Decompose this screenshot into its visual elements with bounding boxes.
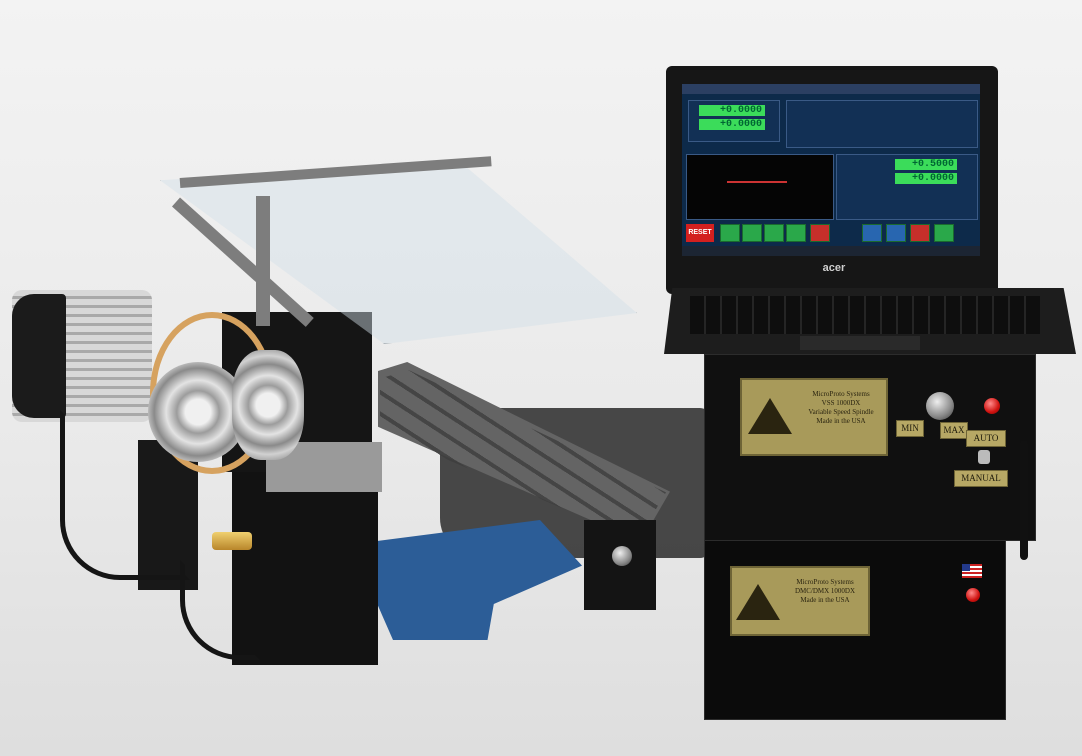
control-button-9[interactable] bbox=[934, 224, 954, 242]
laptop-screen: +0.0000 +0.0000 +0.5000 +0.0000 RESET bbox=[682, 84, 980, 256]
controller-cable bbox=[1020, 440, 1028, 560]
control-button-1[interactable] bbox=[720, 224, 740, 242]
plaque-line-4: Made in the USA bbox=[816, 417, 866, 425]
cnc-plaque: MicroProto Systems DMC/DMX 1000DX Made i… bbox=[730, 566, 870, 636]
auto-label: AUTO bbox=[966, 430, 1006, 447]
power-led bbox=[984, 398, 1000, 414]
control-button-3[interactable] bbox=[764, 224, 784, 242]
control-button-4[interactable] bbox=[786, 224, 806, 242]
cnc-power-led bbox=[966, 588, 980, 602]
control-button-5[interactable] bbox=[810, 224, 830, 242]
manual-label: MANUAL bbox=[954, 470, 1008, 487]
triangle-logo-icon bbox=[748, 398, 792, 434]
brass-fitting bbox=[212, 532, 252, 550]
control-button-2[interactable] bbox=[742, 224, 762, 242]
spindle-plaque-text: MicroProto Systems VSS 1000DX Variable S… bbox=[798, 390, 884, 426]
lower-cable bbox=[180, 560, 260, 660]
motor-cable bbox=[60, 410, 190, 580]
laptop-keys bbox=[690, 296, 1040, 334]
cnc-plaque-line-1: MicroProto Systems bbox=[796, 578, 854, 586]
motor-end-cap bbox=[12, 294, 66, 418]
plaque-line-1: MicroProto Systems bbox=[812, 390, 870, 398]
blue-base bbox=[372, 520, 582, 640]
spindle-plaque: MicroProto Systems VSS 1000DX Variable S… bbox=[740, 378, 888, 456]
control-button-7[interactable] bbox=[886, 224, 906, 242]
laptop-touchpad bbox=[800, 336, 920, 350]
cnc-plaque-text: MicroProto Systems DMC/DMX 1000DX Made i… bbox=[784, 578, 866, 605]
mode-toggle-switch[interactable] bbox=[978, 450, 990, 464]
dro-a-value: +0.0000 bbox=[895, 173, 957, 184]
app-menubar bbox=[682, 84, 980, 94]
dro-y-value: +0.0000 bbox=[699, 119, 765, 130]
dro-x-value: +0.0000 bbox=[699, 105, 765, 116]
dro-z-value: +0.5000 bbox=[895, 159, 957, 170]
max-label: MAX bbox=[940, 422, 968, 439]
laptop-brand: acer bbox=[822, 262, 846, 274]
shield-post bbox=[256, 196, 270, 326]
dro-panel-left: +0.0000 +0.0000 bbox=[688, 100, 780, 142]
toolpath-line bbox=[727, 181, 787, 183]
table-handwheel-icon bbox=[612, 546, 632, 566]
us-flag-icon bbox=[962, 564, 982, 578]
cnc-plaque-line-2: DMC/DMX 1000DX bbox=[794, 587, 856, 595]
plaque-line-3: Variable Speed Spindle bbox=[808, 408, 874, 416]
control-button-6[interactable] bbox=[862, 224, 882, 242]
cnc-plaque-line-3: Made in the USA bbox=[800, 596, 850, 604]
speed-knob[interactable] bbox=[926, 392, 954, 420]
dro-panel-mid bbox=[786, 100, 978, 148]
dro-panel-right: +0.5000 +0.0000 bbox=[836, 154, 978, 220]
toolpath-view bbox=[686, 154, 834, 220]
os-taskbar bbox=[682, 246, 980, 256]
control-button-8[interactable] bbox=[910, 224, 930, 242]
plaque-line-2: VSS 1000DX bbox=[821, 399, 861, 407]
triangle-logo-icon-2 bbox=[736, 584, 780, 620]
pulley-spindle bbox=[232, 350, 304, 460]
min-label: MIN bbox=[896, 420, 924, 437]
reset-button[interactable]: RESET bbox=[686, 224, 714, 242]
